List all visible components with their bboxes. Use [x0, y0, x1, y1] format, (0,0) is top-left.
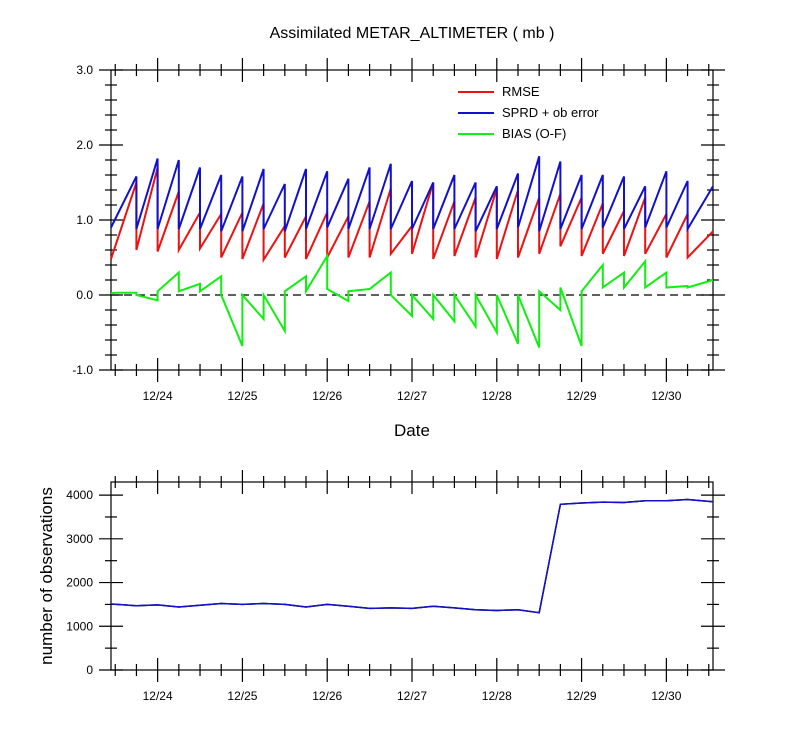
series-line-obs-0 [110, 498, 714, 614]
x-tick-label: 12/25 [227, 689, 257, 703]
x-tick-label: 12/30 [651, 689, 681, 703]
y-tick-label: 1.0 [76, 213, 93, 227]
legend-label: BIAS (O-F) [502, 126, 566, 141]
x-tick-label: 12/26 [312, 689, 342, 703]
x-tick-label: 12/28 [482, 689, 512, 703]
x-tick-label: 12/27 [397, 689, 427, 703]
x-axis-title: Date [394, 421, 430, 440]
series-line-bias-o-f [110, 252, 714, 348]
x-tick-label: 12/28 [482, 389, 512, 403]
y-tick-label: 0.0 [76, 288, 93, 302]
legend-label: SPRD + ob error [502, 105, 599, 120]
series-line-sprd-ob-error [110, 156, 714, 233]
y-axis-title: number of observations [37, 487, 56, 665]
x-tick-label: 12/24 [143, 689, 173, 703]
x-tick-label: 12/26 [312, 389, 342, 403]
x-tick-label: 12/24 [143, 389, 173, 403]
x-tick-label: 12/29 [567, 389, 597, 403]
y-tick-label: 0 [86, 663, 93, 677]
x-tick-label: 12/25 [227, 389, 257, 403]
observation-count-chart: 12/24 12/25 12/26 12/27 12/28 12/29 12/30 0 1000… [66, 470, 725, 703]
y-tick-label: 2000 [66, 576, 93, 590]
y-tick-label: 4000 [66, 488, 93, 502]
y-tick-label: 3.0 [76, 63, 93, 77]
y-tick-label: 2.0 [76, 138, 93, 152]
y-tick-label: 3000 [66, 532, 93, 546]
x-tick-label: 12/29 [567, 689, 597, 703]
x-tick-label: 12/27 [397, 389, 427, 403]
x-tick-label: 12/30 [651, 389, 681, 403]
y-tick-label: -1.0 [72, 363, 93, 377]
y-tick-label: 1000 [66, 619, 93, 633]
legend-label: RMSE [502, 84, 540, 99]
plot-frame [110, 481, 714, 671]
rmse-spread-bias-chart: 12/24 12/25 12/26 12/27 12/28 12/29 12/30 -1.0 0… [72, 58, 725, 403]
series-line-obs-1 [110, 498, 714, 614]
chart-title: Assimilated METAR_ALTIMETER ( mb ) [270, 25, 555, 42]
